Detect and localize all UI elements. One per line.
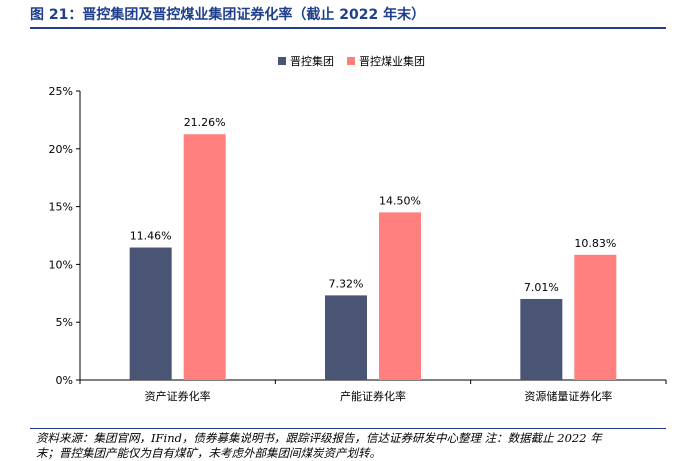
x-tick-label: 产能证券化率 [340, 389, 406, 403]
page-title: 图 21：晋控集团及晋控煤业集团证券化率（截止 2022 年末） [30, 7, 426, 23]
footer-divider [30, 428, 666, 429]
bar-series-1-1[interactable] [129, 247, 172, 380]
y-tick-label: 25% [49, 85, 73, 98]
bar-series-1-2[interactable] [325, 295, 367, 380]
data-label-series-1-1: 11.46% [130, 230, 172, 243]
legend-label-series-2[interactable]: 晋控煤业集团 [359, 54, 425, 68]
y-tick-label: 10% [49, 258, 73, 271]
x-tick-label: 资源储量证券化率 [524, 389, 612, 403]
legend-swatch-series-2[interactable] [347, 57, 355, 65]
y-tick-label: 0% [56, 374, 73, 387]
bar-series-1-3[interactable] [520, 298, 563, 380]
source-note-line-1: 资料来源：集团官网，IFind，债券募集说明书，跟踪评级报告，信达证券研发中心整… [36, 431, 602, 445]
bars [129, 134, 617, 380]
data-label-series-2-2: 14.50% [379, 194, 421, 207]
data-label-series-1-3: 7.01% [524, 281, 559, 294]
bar-chart: 晋控集团 晋控煤业集团 0% 5% 10% 15% 20% 25% 资产证券化率 产能证券化… [49, 54, 667, 403]
y-tick-label: 15% [49, 201, 73, 214]
data-label-series-2-3: 10.83% [574, 237, 616, 250]
bar-series-2-3[interactable] [574, 254, 617, 380]
y-axis: 0% 5% 10% 15% 20% 25% [49, 85, 81, 387]
legend-swatch-series-1[interactable] [278, 57, 286, 65]
data-labels: 11.46% 7.32% 7.01% 21.26% 14.50% 10.83% [130, 116, 617, 294]
data-label-series-2-1: 21.26% [184, 116, 226, 129]
y-tick-label: 20% [49, 143, 73, 156]
legend-label-series-1[interactable]: 晋控集团 [290, 54, 334, 68]
bar-series-2-2[interactable] [379, 212, 421, 380]
title-divider [30, 27, 666, 29]
x-axis: 资产证券化率 产能证券化率 资源储量证券化率 [79, 379, 667, 403]
bar-series-2-1[interactable] [183, 134, 226, 380]
data-label-series-1-2: 7.32% [329, 277, 364, 290]
y-tick-label: 5% [56, 316, 73, 329]
x-tick-label: 资产证券化率 [145, 389, 211, 403]
legend: 晋控集团 晋控煤业集团 [278, 54, 425, 68]
source-note-line-2: 末；晋控集团产能仅为自有煤矿，未考虑外部集团间煤炭资产划转。 [36, 446, 381, 460]
